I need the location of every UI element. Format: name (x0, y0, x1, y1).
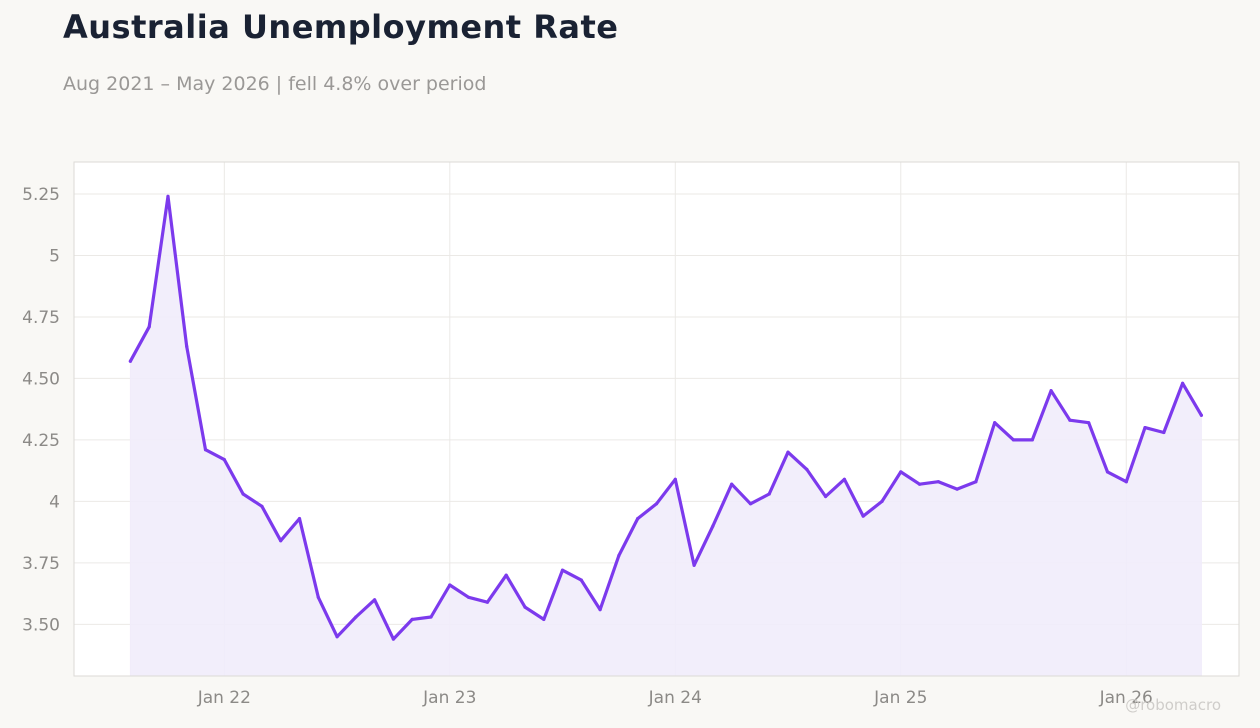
data-point-2025-02 (918, 482, 922, 486)
data-point-2024-12 (880, 499, 884, 503)
data-point-2025-08 (1030, 438, 1034, 442)
y-tick-label: 4 (49, 492, 60, 512)
data-point-2025-09 (1049, 389, 1053, 393)
data-point-2022-03 (260, 504, 264, 508)
y-axis-ticks: 3.50 3.75 4 4.25 4.50 4.75 5 5.25 (22, 185, 60, 635)
data-point-2025-05 (974, 480, 978, 484)
data-point-2024-09 (824, 494, 828, 499)
data-points (128, 194, 1203, 641)
data-point-2023-07 (560, 568, 565, 572)
x-tick-label: Jan 23 (422, 688, 476, 708)
x-tick-label: Jan 25 (873, 688, 927, 708)
y-tick-label: 5 (49, 246, 60, 266)
watermark-text: @robomacro (1125, 696, 1221, 714)
data-point-2025-01 (899, 470, 903, 474)
data-point-2022-05 (297, 517, 302, 521)
data-point-2025-11 (1087, 421, 1091, 425)
data-point-2023-12 (654, 502, 659, 506)
data-point-2026-04 (1181, 381, 1185, 385)
data-point-2023-06 (542, 617, 546, 622)
x-tick-label: Jan 22 (197, 688, 251, 708)
series-line (128, 194, 1203, 641)
data-point-2025-04 (955, 487, 959, 491)
data-point-2022-01 (222, 458, 226, 462)
data-point-2026-02 (1143, 426, 1147, 430)
data-point-2022-11 (410, 617, 414, 622)
data-point-2021-09 (147, 325, 151, 329)
data-point-2025-12 (1105, 470, 1110, 474)
data-point-2025-07 (1011, 438, 1016, 442)
data-point-2024-04 (730, 482, 734, 486)
x-tick-label: Jan 24 (648, 688, 702, 708)
data-point-2021-12 (203, 448, 208, 452)
data-point-2024-11 (861, 514, 865, 518)
data-point-2022-10 (391, 637, 395, 641)
data-point-2023-10 (617, 553, 621, 558)
y-tick-label: 4.75 (22, 308, 60, 328)
data-point-2023-09 (598, 608, 602, 612)
y-tick-label: 4.50 (22, 369, 60, 389)
y-tick-label: 3.50 (22, 615, 60, 635)
data-point-2022-06 (316, 595, 320, 599)
data-point-2025-06 (993, 421, 997, 425)
data-point-2024-10 (842, 477, 847, 481)
data-point-2023-04 (504, 573, 508, 577)
data-point-2023-08 (579, 578, 583, 582)
y-tick-label: 4.25 (22, 431, 60, 451)
data-point-2024-01 (673, 477, 677, 481)
data-point-2024-06 (767, 492, 771, 496)
data-point-2021-11 (185, 344, 189, 348)
data-point-2021-10 (166, 194, 170, 198)
data-point-2026-03 (1162, 430, 1166, 435)
data-point-2024-02 (692, 563, 696, 567)
data-point-2025-10 (1068, 418, 1072, 422)
data-point-2022-08 (354, 615, 358, 619)
data-point-2024-05 (748, 502, 753, 506)
chart-subtitle: Aug 2021 – May 2026 | fell 4.8% over per… (63, 73, 487, 95)
x-axis-ticks: Jan 22 Jan 23 Jan 24 Jan 25 Jan 26 (197, 688, 1153, 708)
data-point-2023-11 (636, 517, 640, 521)
data-point-2024-07 (786, 450, 790, 454)
data-point-2025-03 (936, 480, 941, 484)
plot-frame (73, 161, 1240, 677)
x-tick-label: Jan 26 (1099, 688, 1153, 708)
data-point-2022-09 (373, 598, 377, 602)
data-point-2022-04 (279, 539, 283, 543)
data-point-2022-07 (335, 635, 339, 639)
data-point-2023-05 (523, 605, 527, 609)
data-point-2026-05 (1199, 413, 1203, 417)
y-tick-label: 5.25 (22, 185, 60, 205)
data-point-2022-12 (429, 615, 433, 619)
data-point-2021-08 (128, 359, 132, 363)
data-point-2023-02 (467, 595, 471, 599)
chart-title: Australia Unemployment Rate (63, 8, 619, 46)
data-point-2024-08 (805, 467, 809, 471)
data-point-2023-01 (448, 583, 452, 587)
data-point-2024-03 (711, 524, 715, 528)
data-point-2022-02 (241, 492, 245, 496)
y-tick-label: 3.75 (22, 554, 60, 574)
data-point-2023-03 (485, 600, 489, 604)
data-point-2026-01 (1124, 480, 1128, 484)
